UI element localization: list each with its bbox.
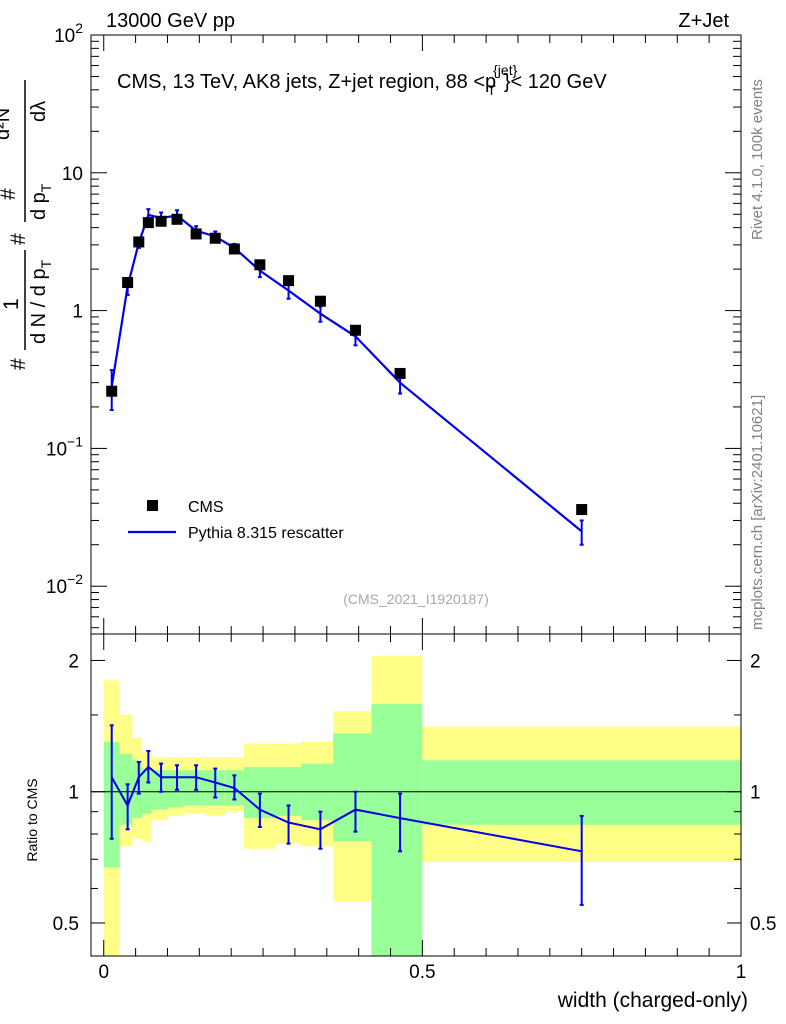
ratio-band-inner <box>119 754 133 825</box>
cms-data-point <box>349 324 361 336</box>
ylabel-num-den: d pT <box>28 183 54 220</box>
ratio-band-inner <box>371 703 423 956</box>
legend-label-pythia: Pythia 8.315 rescatter <box>188 525 344 542</box>
main-panel: 102 10 1 10−1 10−2 <box>46 20 742 635</box>
main-ytick-label: 10 <box>62 164 83 185</box>
ratio-band-inner <box>333 733 372 842</box>
cms-data-point <box>394 367 406 379</box>
main-y-label: # 1 d N / d pT # # d²N d pT dλ <box>0 80 54 370</box>
main-ytick-label: 10−1 <box>46 433 83 460</box>
main-ytick-label: 1 <box>72 302 83 323</box>
ratio-band-inner <box>141 768 152 814</box>
cms-data-point <box>142 217 154 229</box>
ylabel-lambda: dλ <box>28 101 50 122</box>
main-title-tail: }< 120 GeV <box>504 71 608 93</box>
ylabel-hash-3: # <box>0 188 20 200</box>
ratio-band-inner <box>422 760 741 825</box>
x-tick-label: 0.5 <box>409 962 435 983</box>
mcplots-label: mcplots.cern.ch [arXiv:2401.10621] <box>749 395 766 630</box>
cms-data-point <box>171 213 183 225</box>
main-title-text: CMS, 13 TeV, AK8 jets, Z+jet region, 88 … <box>117 71 496 93</box>
ratio-frame <box>90 633 742 957</box>
legend-marker-cms <box>147 500 158 511</box>
ratio-ytick-label-right: 2 <box>750 651 761 672</box>
x-tick-label: 0 <box>98 962 109 983</box>
ratio-ytick-label: 0.5 <box>53 914 79 935</box>
main-ytick-label: 102 <box>54 20 83 47</box>
ratio-band-inner <box>183 770 206 806</box>
cms-data-point <box>228 243 240 255</box>
cms-data-point <box>576 504 588 516</box>
ylabel-den: d N / d pT <box>28 259 54 344</box>
x-tick-label: 1 <box>736 962 747 983</box>
ylabel-hash-2: # <box>7 233 30 245</box>
cms-data-point <box>122 276 134 288</box>
cms-data-point <box>254 259 266 271</box>
main-title: CMS, 13 TeV, AK8 jets, Z+jet region, 88 … <box>117 62 607 98</box>
ylabel-num: d²N <box>0 108 14 140</box>
cms-data-point <box>190 228 202 240</box>
legend: CMS Pythia 8.315 rescatter <box>128 499 344 542</box>
main-title-sup: {jet} <box>493 62 517 78</box>
legend-label-cms: CMS <box>188 499 224 516</box>
cms-data-point <box>155 215 167 227</box>
cms-data-point <box>106 385 118 397</box>
rivet-label: Rivet 4.1.0, 100k events <box>749 79 766 240</box>
cms-data-point <box>133 236 145 248</box>
ratio-ytick-label-right: 0.5 <box>750 914 776 935</box>
main-frame <box>90 34 742 635</box>
energy-label: 13000 GeV pp <box>106 10 235 32</box>
ratio-ytick-label: 1 <box>68 783 79 804</box>
main-ytick-label: 10−2 <box>46 571 83 598</box>
ratio-ytick-label-right: 1 <box>750 783 761 804</box>
ylabel-hash-1: # <box>7 358 30 370</box>
ratio-band-inner <box>132 760 142 819</box>
process-label: Z+Jet <box>678 10 729 32</box>
x-axis-label: width (charged-only) <box>557 989 748 1012</box>
ratio-panel: 0.5 0.5 1 1 2 2 0 0.5 1 <box>53 633 776 983</box>
ratio-y-label: Ratio to CMS <box>24 778 40 861</box>
main-title-sub: T <box>487 82 496 98</box>
ylabel-one: 1 <box>0 298 23 310</box>
main-line-pythia <box>110 213 583 533</box>
cms-data-point <box>209 232 221 244</box>
ratio-band-inner <box>151 770 168 810</box>
cms-data-point <box>314 295 326 307</box>
analysis-watermark: (CMS_2021_I1920187) <box>343 591 489 607</box>
cms-data-point <box>283 275 295 287</box>
ratio-ytick-label: 2 <box>68 651 79 672</box>
